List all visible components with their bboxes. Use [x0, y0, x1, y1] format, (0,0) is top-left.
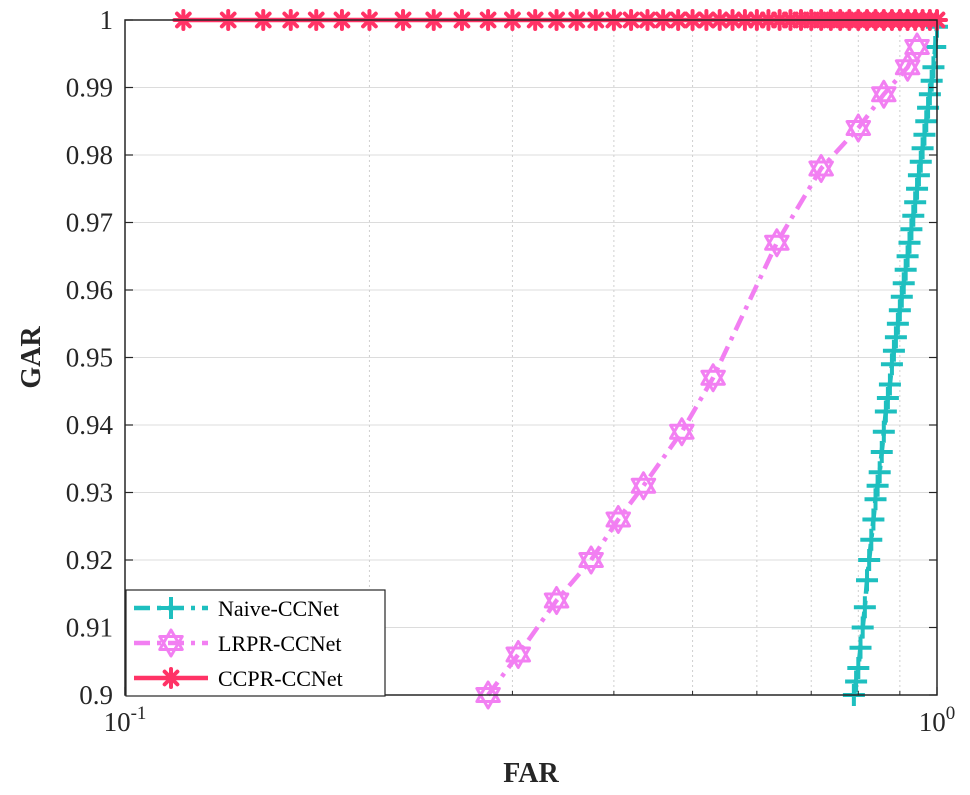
y-axis-title: GAR — [16, 326, 47, 389]
series-naive-ccnet — [842, 15, 948, 706]
data-point — [922, 56, 945, 79]
data-point — [878, 373, 901, 396]
marker-triangle — [764, 234, 790, 258]
data-point — [847, 657, 870, 679]
y-tick-label: 1 — [100, 5, 114, 35]
data-point — [894, 52, 921, 82]
y-tick-label: 0.98 — [66, 140, 113, 170]
y-tick-label: 0.95 — [66, 343, 113, 373]
data-point — [860, 528, 883, 551]
marker-triangle — [505, 646, 532, 669]
legend-label: Naive-CCNet — [218, 596, 339, 621]
data-point — [858, 549, 881, 571]
data-point — [669, 417, 695, 447]
data-point — [871, 79, 897, 109]
x-axis-title: FAR — [503, 758, 559, 789]
y-axis: 0.9 0.91 0.92 0.93 0.94 0.95 0.96 0.97 0.98 0.99 1 — [66, 5, 937, 710]
marker-triangle — [543, 586, 570, 609]
legend-entry: LRPR-CCNet — [134, 628, 341, 658]
marker-triangle — [894, 52, 921, 76]
marker-triangle — [894, 59, 921, 82]
x-tick-label: 100 — [919, 703, 956, 737]
marker-triangle — [630, 477, 657, 501]
marker-triangle — [808, 160, 834, 183]
marker-triangle — [700, 369, 726, 393]
marker-triangle — [669, 423, 695, 447]
data-point — [876, 387, 899, 409]
marker-triangle — [669, 417, 695, 440]
data-point — [872, 420, 895, 443]
data-point — [578, 545, 604, 575]
marker-triangle — [578, 552, 604, 575]
marker-triangle — [543, 592, 570, 615]
data-point — [764, 228, 790, 258]
data-point — [868, 461, 891, 484]
data-point — [845, 670, 868, 693]
y-tick-label: 0.94 — [66, 410, 114, 440]
marker-triangle — [475, 680, 501, 703]
y-tick-label: 0.96 — [66, 275, 113, 305]
marker-triangle — [871, 79, 897, 103]
data-point — [505, 640, 532, 669]
data-point — [856, 569, 879, 592]
x-tick-exponent: -1 — [131, 703, 147, 724]
legend-swatch-marker — [160, 667, 182, 689]
x-tick-base: 10 — [919, 707, 946, 737]
series-lrpr-ccnet — [475, 32, 930, 710]
legend-label: CCPR-CCNet — [218, 666, 343, 691]
y-tick-label: 0.93 — [66, 478, 113, 508]
data-point — [853, 596, 876, 619]
data-point — [808, 154, 834, 183]
data-point — [904, 32, 930, 62]
marker-triangle — [871, 86, 897, 109]
data-point — [864, 488, 887, 511]
data-point — [924, 36, 947, 58]
marker-triangle — [578, 545, 604, 568]
marker-triangle — [158, 635, 184, 658]
marker-triangle — [475, 687, 501, 710]
x-axis: 10-1 100 — [104, 687, 956, 737]
marker-triangle — [700, 363, 726, 386]
marker-stroke — [162, 669, 180, 687]
marker-triangle — [808, 154, 834, 177]
data-point — [475, 680, 501, 710]
data-point — [700, 363, 726, 393]
x-tick-base: 10 — [104, 707, 131, 737]
data-point — [866, 474, 889, 497]
marker-triangle — [845, 113, 872, 136]
data-point — [862, 508, 885, 531]
data-point — [543, 586, 570, 615]
marker-triangle — [904, 32, 930, 55]
marker-triangle — [630, 471, 657, 494]
y-tick-label: 0.92 — [66, 545, 113, 575]
x-tick-label: 10-1 — [104, 703, 147, 737]
marker-triangle — [845, 120, 872, 143]
y-tick-label: 0.99 — [66, 73, 113, 103]
data-point — [630, 471, 657, 501]
marker-triangle — [764, 228, 790, 251]
y-tick-label: 0.91 — [66, 613, 113, 643]
legend-label: LRPR-CCNet — [218, 631, 341, 656]
marker-triangle — [505, 640, 532, 663]
data-point — [851, 616, 874, 639]
y-tick-label: 0.9 — [79, 680, 113, 710]
marker-triangle — [158, 628, 184, 651]
legend-swatch-marker — [158, 628, 184, 658]
data-point — [849, 636, 872, 659]
legend-entry: CCPR-CCNet — [134, 666, 343, 691]
data-point — [845, 113, 872, 143]
y-tick-label: 0.97 — [66, 208, 113, 238]
marker-triangle — [904, 39, 930, 62]
data-point — [874, 400, 897, 423]
legend-entry: Naive-CCNet — [134, 596, 339, 621]
x-tick-exponent: 0 — [946, 703, 956, 724]
marker-triangle — [605, 505, 632, 528]
marker-triangle — [605, 511, 632, 534]
data-point — [605, 505, 632, 534]
legend: Naive-CCNet LRPR-CCNet CCPR-CCNet — [125, 589, 386, 697]
legend-swatch-marker — [160, 597, 182, 619]
data-point — [870, 441, 893, 463]
